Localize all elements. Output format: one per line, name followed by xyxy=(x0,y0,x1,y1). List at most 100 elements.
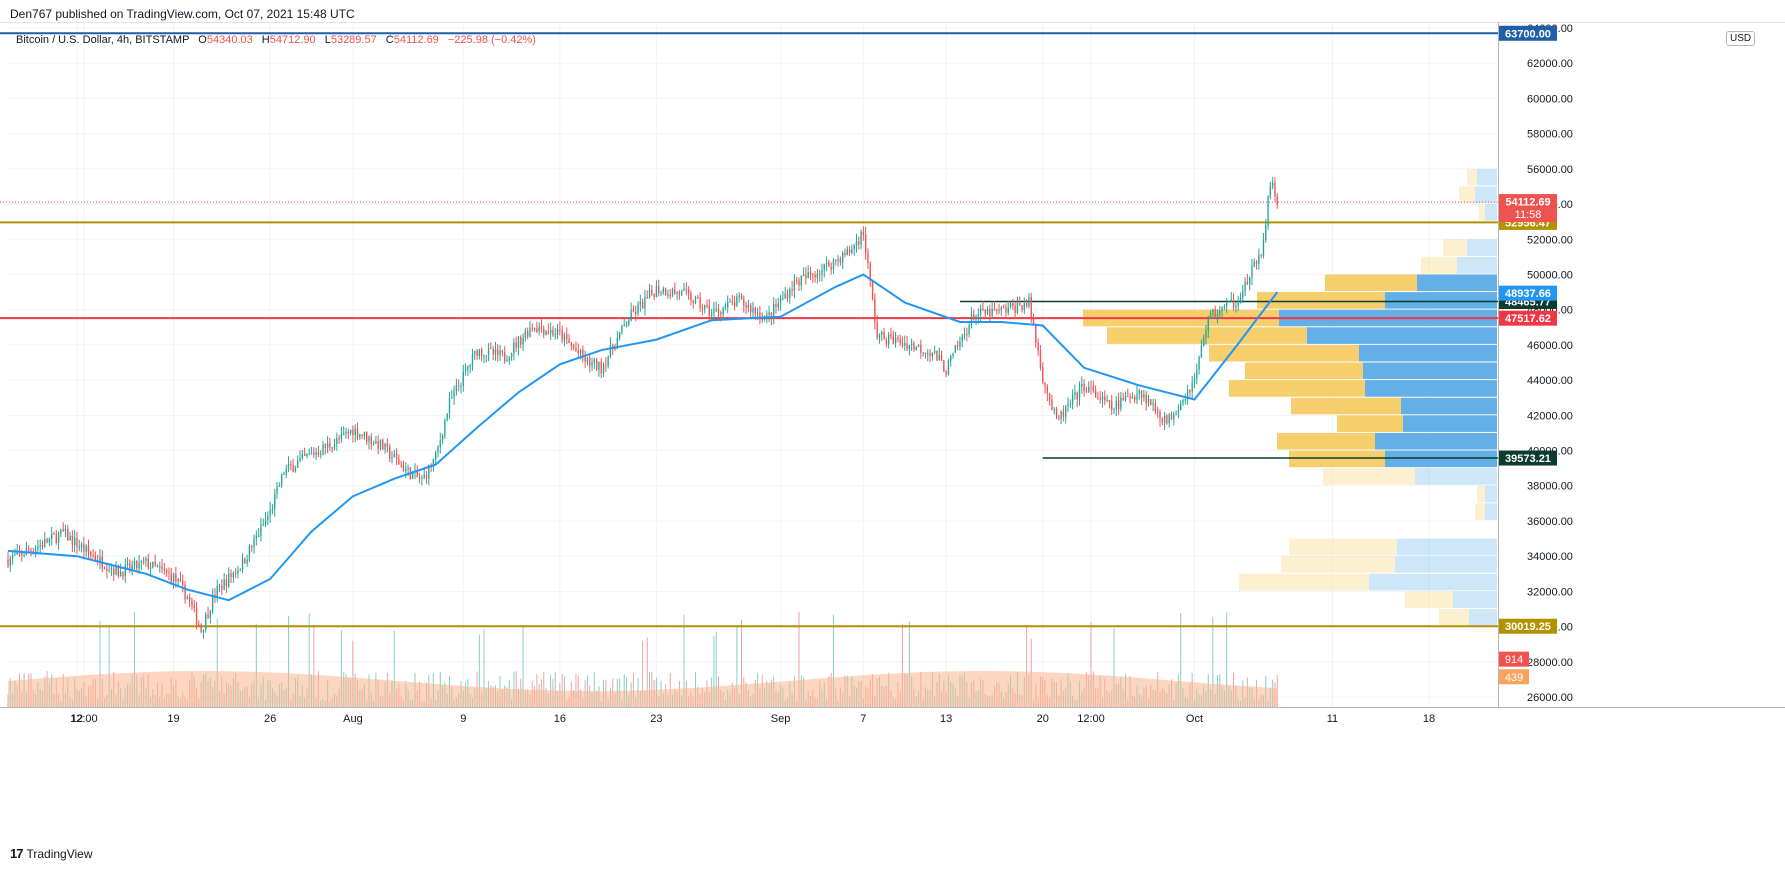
vp-down-bar xyxy=(1239,573,1369,591)
candle-body xyxy=(1239,297,1242,303)
candle-body xyxy=(506,360,508,362)
candle-body xyxy=(1260,255,1262,257)
candle-body xyxy=(331,447,333,449)
candle-body xyxy=(1120,397,1122,409)
candle-body xyxy=(439,440,441,447)
candle-body xyxy=(1115,400,1117,409)
candle-body xyxy=(830,267,832,270)
candle-body xyxy=(855,241,858,246)
candle-body xyxy=(883,332,885,339)
candle-body xyxy=(1193,378,1196,383)
candle-body xyxy=(770,312,773,318)
candle-body xyxy=(207,614,209,618)
vp-down-bar xyxy=(1443,239,1467,256)
candle-body xyxy=(655,286,658,298)
candle-body xyxy=(727,301,729,307)
candle-body xyxy=(754,307,756,314)
candle-body xyxy=(407,467,409,469)
volume-bar xyxy=(313,627,315,707)
candle-body xyxy=(768,312,770,315)
vp-up-bar xyxy=(1365,380,1497,397)
volume-bar xyxy=(736,625,738,707)
candle-body xyxy=(844,252,846,255)
axis-price-tag xyxy=(1499,194,1557,223)
volume-bar xyxy=(133,612,135,707)
open-value: 54340.03 xyxy=(206,34,253,46)
candle-body xyxy=(274,494,276,509)
candle-body xyxy=(947,360,950,375)
candle-body xyxy=(186,596,189,600)
candle-body xyxy=(586,357,589,362)
vp-down-bar xyxy=(1475,503,1485,520)
symbol-legend: Bitcoin / U.S. Dollar, 4h, BITSTAMP O543… xyxy=(16,34,536,46)
candle-body xyxy=(67,529,69,541)
candle-body xyxy=(336,438,338,445)
vp-up-bar xyxy=(1307,327,1497,344)
candle-body xyxy=(775,304,777,307)
candle-body xyxy=(970,314,973,326)
candle-body xyxy=(329,443,331,448)
candle-body xyxy=(862,231,865,235)
candle-body xyxy=(379,439,382,449)
candle-body xyxy=(936,350,938,361)
candle-body xyxy=(1129,396,1131,399)
footer-brand[interactable]: 17 TradingView xyxy=(10,846,93,861)
candle-body xyxy=(444,420,446,436)
candle-body xyxy=(524,331,527,338)
candle-body xyxy=(853,245,855,249)
currency-button[interactable]: USD xyxy=(1726,31,1756,46)
candle-body xyxy=(929,352,931,356)
time-tick-label: 13 xyxy=(940,713,952,725)
candle-body xyxy=(285,468,287,474)
candle-body xyxy=(644,296,646,309)
time-tick-label: 12 xyxy=(71,713,83,725)
candle-body xyxy=(1221,306,1223,312)
candle-body xyxy=(740,296,743,299)
candle-body xyxy=(922,352,924,354)
candle-body xyxy=(1101,396,1104,400)
candle-body xyxy=(145,558,147,562)
candle-body xyxy=(198,624,200,626)
candle-body xyxy=(1067,403,1069,407)
candle-body xyxy=(874,298,876,323)
candle-body xyxy=(637,304,639,314)
candle-body xyxy=(14,554,16,556)
candle-body xyxy=(234,573,237,575)
candle-body xyxy=(1175,413,1177,415)
price-axis[interactable]: 26000.0028000.0030000.0032000.0034000.00… xyxy=(1527,23,1573,704)
publish-info: Den767 published on TradingView.com, Oct… xyxy=(10,7,355,21)
candle-body xyxy=(1276,196,1278,205)
volume-bar xyxy=(683,614,685,707)
candle-body xyxy=(209,611,212,618)
candle-body xyxy=(1191,382,1193,392)
vp-down-bar xyxy=(1477,485,1485,503)
candle-body xyxy=(1005,307,1007,313)
candle-body xyxy=(1200,346,1203,357)
candle-body xyxy=(540,326,543,330)
vp-down-bar xyxy=(1277,432,1375,450)
candle-body xyxy=(927,352,929,355)
candle-body xyxy=(172,573,175,582)
axis-price-tag-text: 48937.66 xyxy=(1505,288,1551,300)
candle-body xyxy=(1092,386,1094,391)
candle-body xyxy=(301,453,304,459)
candle-body xyxy=(1230,299,1232,302)
candle-body xyxy=(193,605,195,608)
candle-body xyxy=(347,432,349,434)
volume-bar xyxy=(543,671,545,707)
candle-body xyxy=(122,571,124,577)
candle-body xyxy=(211,594,214,612)
candle-body xyxy=(340,433,343,440)
price-labels: 52956.4748465.7747517.6239573.2130019.25… xyxy=(1499,25,1557,685)
candle-body xyxy=(1081,383,1083,387)
candle-body xyxy=(276,486,278,495)
candle-body xyxy=(1196,369,1198,379)
candle-body xyxy=(1021,305,1023,310)
candle-body xyxy=(195,607,198,625)
candle-body xyxy=(658,286,660,293)
candle-body xyxy=(750,304,752,313)
candle-body xyxy=(1071,394,1074,404)
candle-body xyxy=(1069,403,1072,405)
